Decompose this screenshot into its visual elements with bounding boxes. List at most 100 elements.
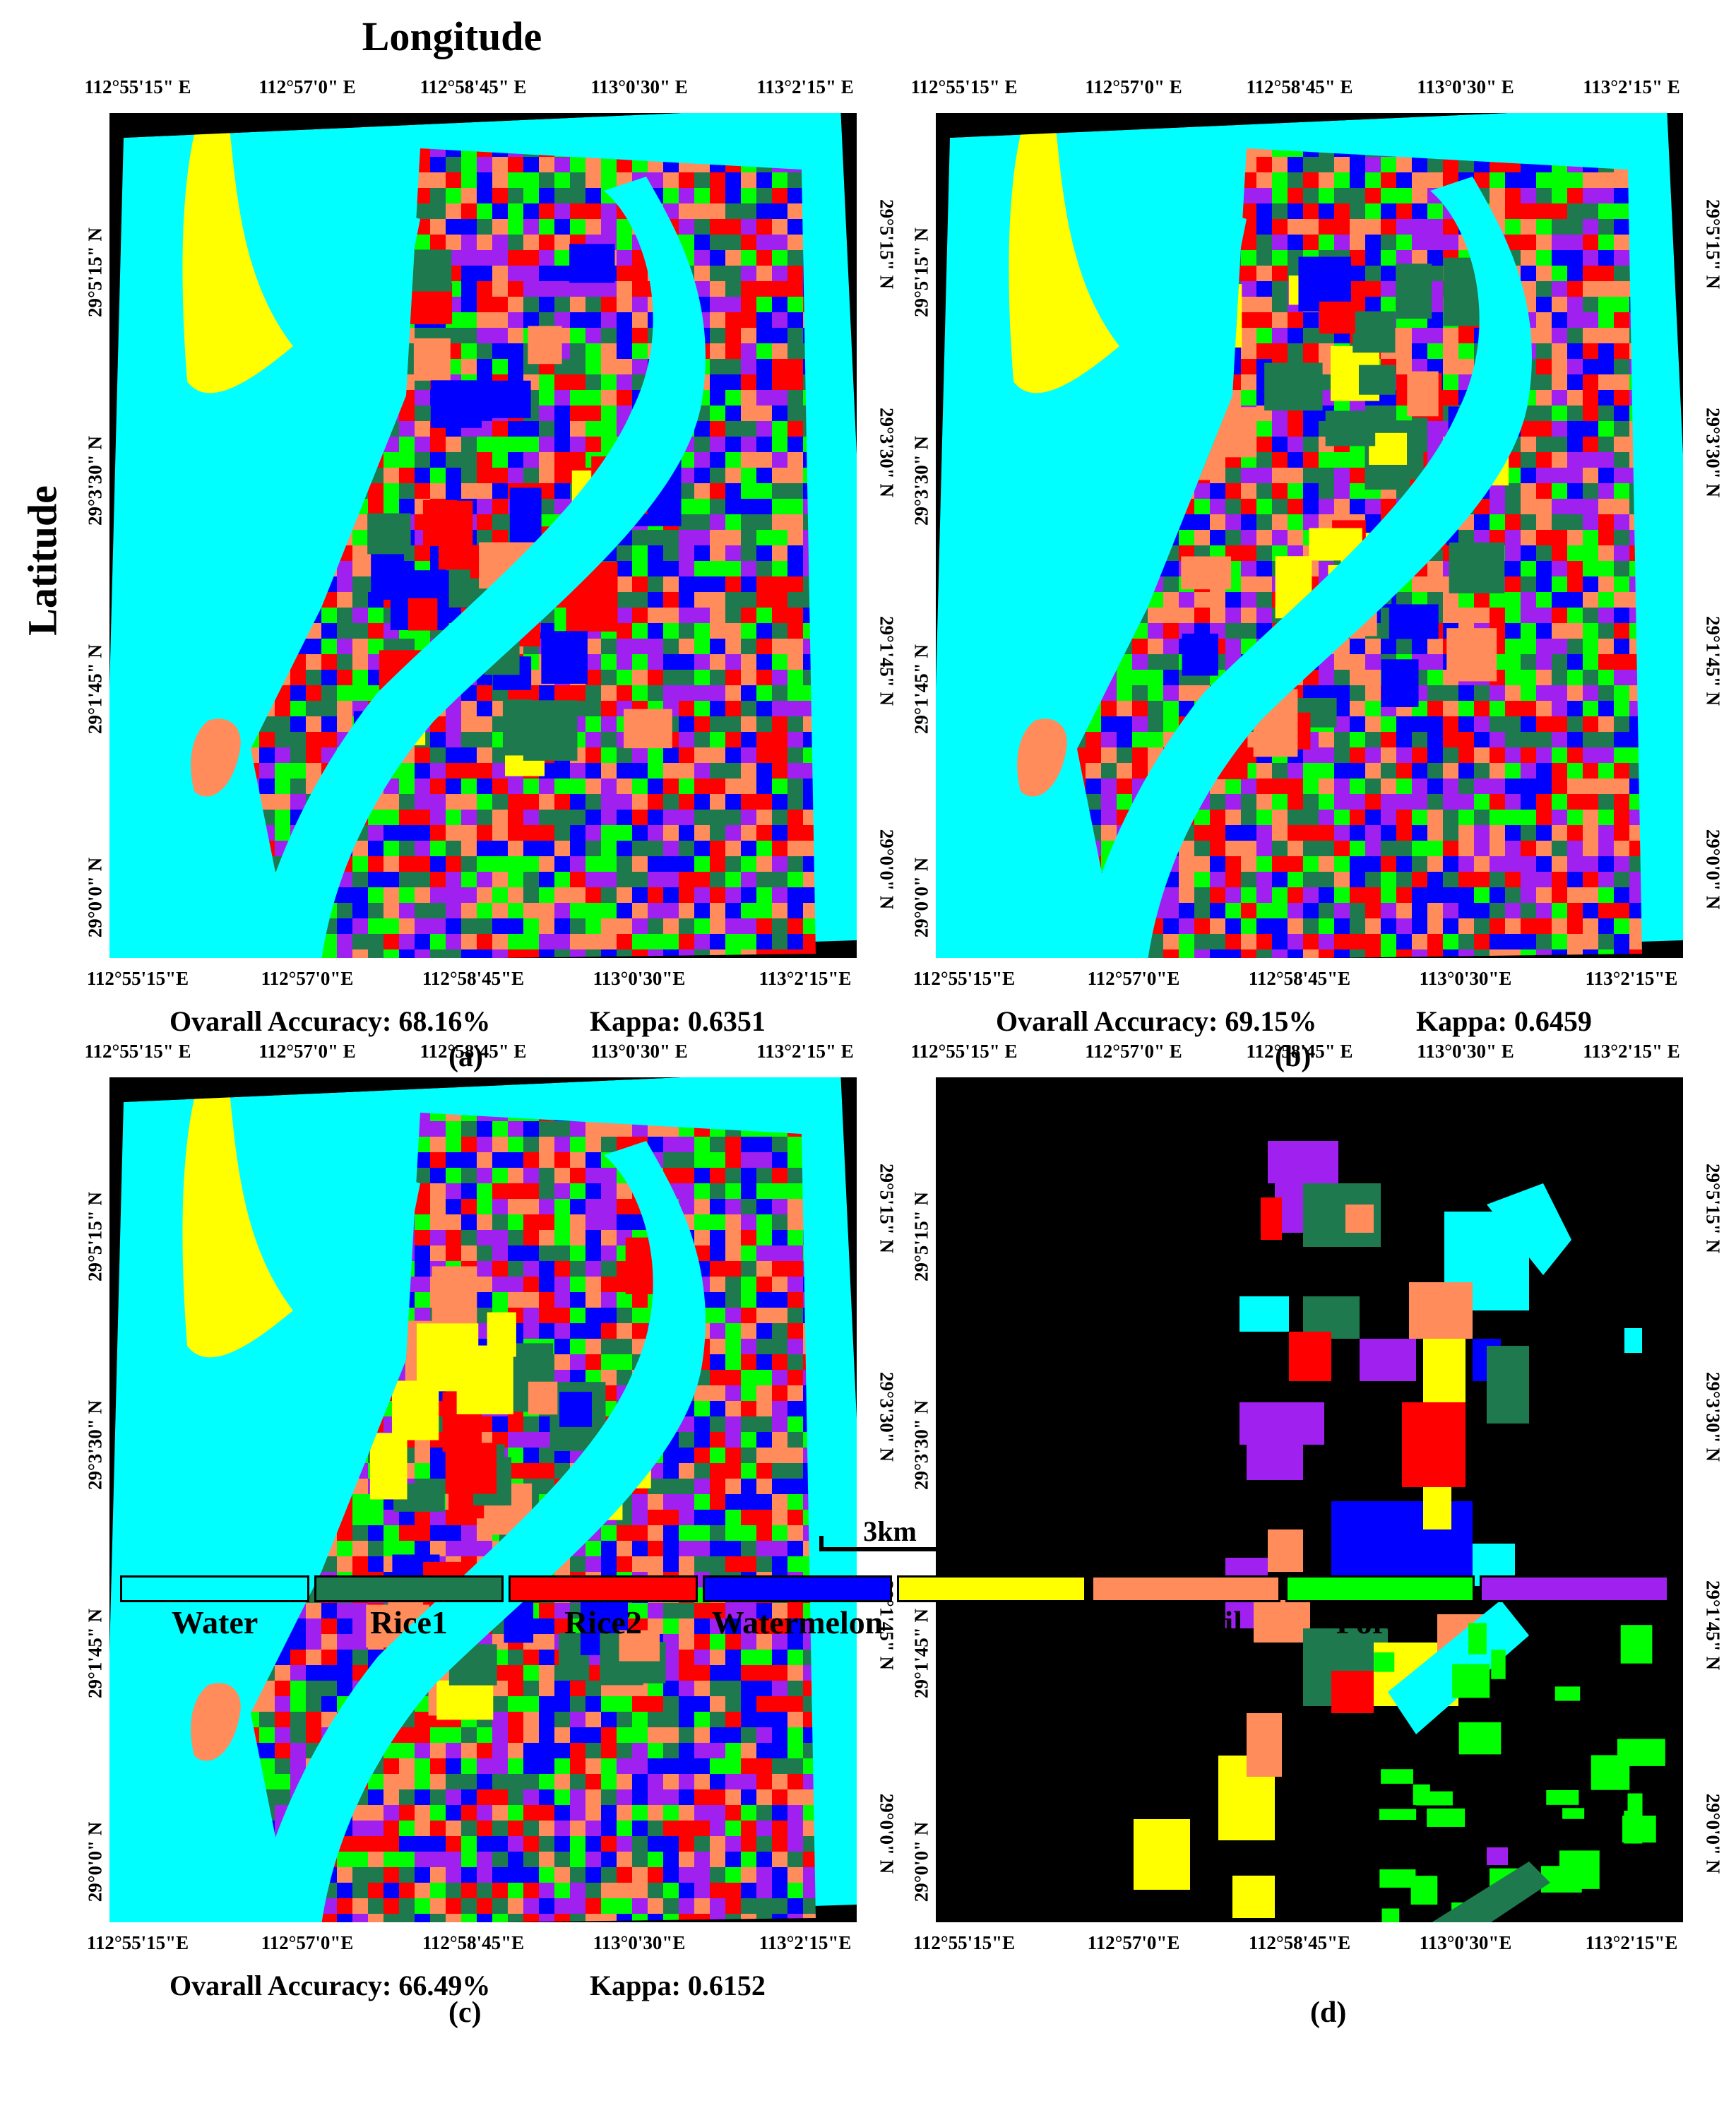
land-pixel	[368, 918, 384, 934]
land-pixel	[1583, 359, 1598, 374]
land-pixel	[1163, 670, 1179, 685]
land-pixel	[1241, 949, 1256, 958]
land-pixel	[694, 1168, 710, 1183]
land-pixel	[1396, 172, 1412, 188]
land-pixel	[1490, 763, 1505, 779]
land-pixel	[585, 1261, 601, 1277]
land-pixel	[1552, 359, 1567, 374]
land-pixel	[430, 203, 446, 219]
land-pixel	[1474, 918, 1490, 934]
land-pixel	[725, 903, 741, 918]
land-pixel	[1521, 623, 1536, 639]
land-pixel	[1412, 219, 1427, 235]
land-pixel	[1319, 188, 1334, 203]
land-pixel	[694, 654, 710, 670]
land-pixel	[756, 872, 772, 887]
land-pixel	[1505, 545, 1521, 561]
land-pixel	[1132, 716, 1148, 732]
land-pixel	[492, 1199, 508, 1214]
land-pixel	[601, 157, 617, 172]
land-pixel	[585, 328, 601, 343]
land-pixel	[492, 235, 508, 250]
land-pixel	[679, 235, 694, 250]
land-pixel	[1427, 872, 1443, 887]
land-pixel	[1458, 747, 1474, 763]
lat-tick-right: 29°0'0" N	[1702, 829, 1724, 910]
map-raster-c	[109, 1077, 857, 1922]
land-pixel	[1427, 949, 1443, 958]
land-pixel	[554, 390, 570, 406]
land-pixel	[1458, 949, 1474, 958]
land-pixel	[1256, 219, 1272, 235]
land-pixel	[1536, 903, 1552, 918]
land-pixel	[539, 1245, 554, 1261]
land-pixel	[554, 203, 570, 219]
land-pixel	[554, 934, 570, 949]
land-pixel	[446, 872, 461, 887]
lat-tick-right: 29°5'15" N	[876, 199, 898, 290]
land-pixel	[430, 148, 446, 157]
land-pixel	[1505, 561, 1521, 576]
land-pixel	[570, 1230, 585, 1245]
land-pixel	[1458, 716, 1474, 732]
land-pixel	[415, 483, 430, 499]
land-pixel	[1194, 592, 1210, 608]
land-pixel	[1412, 856, 1427, 872]
land-pixel	[1583, 406, 1598, 421]
land-pixel	[461, 1152, 477, 1168]
land-pixel	[1427, 654, 1443, 670]
land-pixel	[1225, 841, 1241, 856]
land-pixel	[1350, 934, 1365, 949]
land-pixel	[492, 312, 508, 328]
land-pixel	[1567, 499, 1583, 514]
land-pixel	[337, 716, 352, 732]
land-pixel	[290, 747, 306, 763]
land-pixel	[415, 390, 430, 406]
land-pixel	[477, 312, 492, 328]
land-pixel	[741, 390, 756, 406]
land-pixel	[756, 732, 772, 747]
field-patch	[624, 709, 672, 749]
land-pixel	[787, 1183, 803, 1199]
land-pixel	[694, 732, 710, 747]
land-pixel	[803, 903, 816, 918]
land-pixel	[601, 203, 617, 219]
land-pixel	[741, 437, 756, 452]
land-pixel	[710, 328, 725, 343]
land-pixel	[663, 856, 679, 872]
land-pixel	[1225, 918, 1241, 934]
land-pixel	[1288, 763, 1303, 779]
land-pixel	[1319, 949, 1334, 958]
land-pixel	[1179, 530, 1194, 545]
land-pixel	[617, 810, 632, 825]
land-pixel	[1334, 810, 1350, 825]
land-pixel	[1350, 266, 1365, 281]
river-branch	[265, 211, 420, 268]
land-pixel	[1365, 701, 1381, 716]
land-pixel	[539, 312, 554, 328]
land-pixel	[772, 934, 787, 949]
land-pixel	[725, 1183, 741, 1199]
land-pixel	[570, 374, 585, 390]
land-pixel	[1334, 452, 1350, 468]
land-pixel	[741, 1308, 756, 1323]
land-pixel	[290, 716, 306, 732]
land-pixel	[1614, 841, 1629, 856]
land-pixel	[1148, 685, 1163, 701]
land-pixel	[1474, 514, 1490, 530]
land-pixel	[430, 157, 446, 172]
land-pixel	[601, 406, 617, 421]
land-pixel	[1256, 779, 1272, 794]
land-pixel	[461, 825, 477, 841]
lon-tick-top: 112°57'0" E	[258, 76, 356, 97]
land-pixel	[1412, 157, 1427, 172]
land-pixel	[430, 732, 446, 747]
land-pixel	[290, 732, 306, 747]
land-pixel	[1583, 872, 1598, 887]
land-pixel	[803, 825, 816, 841]
land-pixel	[539, 188, 554, 203]
land-pixel	[741, 887, 756, 903]
land-pixel	[570, 1199, 585, 1214]
land-pixel	[710, 887, 725, 903]
land-pixel	[259, 747, 275, 763]
